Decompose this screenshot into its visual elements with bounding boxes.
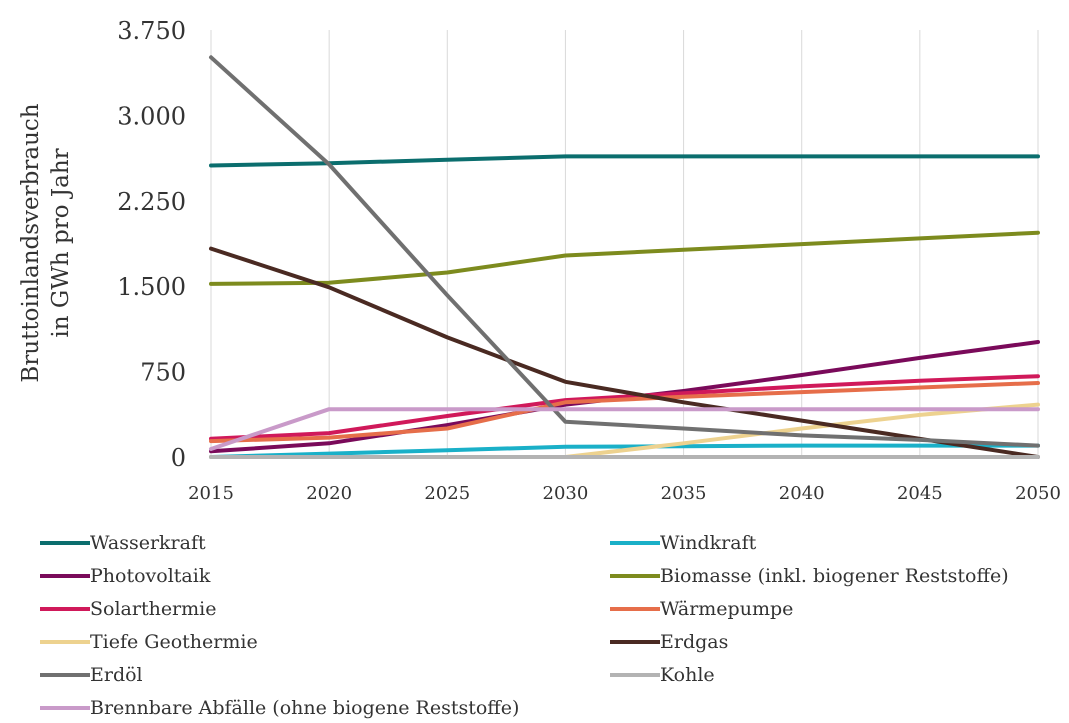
x-tick-label: 2050 [1015,483,1061,504]
legend-swatch [40,706,90,710]
legend-swatch [40,541,90,545]
x-tick-label: 2035 [661,483,707,504]
series-line-erdgas [209,246,1040,459]
legend-label: Wasserkraft [90,532,206,554]
legend-item: Wärmepumpe [610,594,793,624]
series-line-biomasse-inkl-biogener-reststoffe- [209,230,1040,286]
x-tick-label: 2025 [424,483,470,504]
legend-item: Erdöl [40,660,143,690]
y-axis-title: Bruttoinlandsverbrauch in GWh pro Jahr [18,103,74,382]
x-tick-label: 2015 [188,483,234,504]
legend-item: Photovoltaik [40,561,210,591]
legend-label: Erdöl [90,664,143,686]
x-tick-label: 2020 [306,483,352,504]
legend-label: Biomasse (inkl. biogener Reststoffe) [660,565,1009,587]
series-line-brennbare-abfälle-ohne-biogene-reststoffe- [209,407,1040,451]
legend-item: Tiefe Geothermie [40,627,258,657]
legend-item: Wasserkraft [40,528,206,558]
y-tick-label: 2.250 [117,188,186,216]
legend-item: Kohle [610,660,715,690]
series-line-wärmepumpe [209,381,1040,444]
legend-swatch [610,607,660,611]
legend-label: Wärmepumpe [660,598,794,620]
legend-label: Windkraft [660,532,757,554]
legend-swatch [610,541,660,545]
series-line-wasserkraft [209,154,1040,168]
y-tick-label: 3.750 [117,17,186,45]
y-tick-label: 750 [140,359,186,387]
y-axis-label-line-2: in GWh pro Jahr [48,148,74,337]
x-tick-label: 2045 [897,483,943,504]
legend-label: Brennbare Abfälle (ohne biogene Reststof… [90,697,520,719]
y-tick-labels: 0 750 1.500 2.250 3.000 3.750 [117,17,186,472]
y-tick-label: 3.000 [117,102,186,130]
legend-item: Brennbare Abfälle (ohne biogene Reststof… [40,693,519,723]
legend-item: Erdgas [610,627,728,657]
x-tick-label: 2030 [543,483,589,504]
x-tick-labels: 2015 2020 2025 2030 2035 2040 2045 2050 [188,483,1061,504]
line-chart: 2015 2020 2025 2030 2035 2040 2045 2050 0 750 1.5… [18,17,1061,504]
legend-swatch [40,673,90,677]
legend-label: Photovoltaik [90,565,211,587]
legend-label: Tiefe Geothermie [90,631,258,653]
legend-label: Erdgas [660,631,729,653]
series-line-windkraft [209,443,1040,459]
series-lines [209,55,1040,459]
y-tick-label: 1.500 [117,273,186,301]
legend-label: Solarthermie [90,598,217,620]
x-tick-label: 2040 [779,483,825,504]
legend-swatch [610,640,660,644]
legend-swatch [40,574,90,578]
legend-label: Kohle [660,664,715,686]
series-line-solarthermie [209,374,1040,441]
legend-item: Windkraft [610,528,756,558]
legend-swatch [610,673,660,677]
y-axis-label-line-1: Bruttoinlandsverbrauch [18,103,44,382]
legend-item: Biomasse (inkl. biogener Reststoffe) [610,561,1009,591]
legend: Wasserkraft Windkraft Photovoltaik Biomasse… [40,528,1069,720]
y-tick-label: 0 [171,444,186,472]
series-line-erdöl [209,55,1040,448]
legend-swatch [610,574,660,578]
legend-swatch [40,607,90,611]
legend-item: Solarthermie [40,594,216,624]
legend-swatch [40,640,90,644]
